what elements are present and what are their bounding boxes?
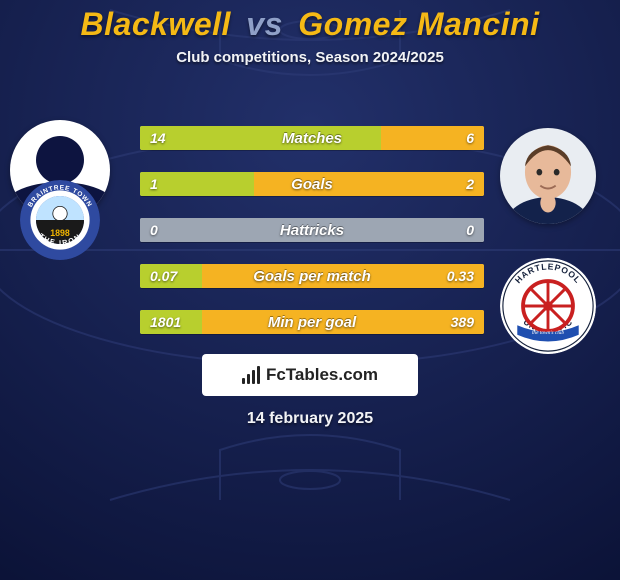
- stat-left-fill: [140, 172, 254, 196]
- stat-row: Matches146: [140, 126, 484, 150]
- stat-row: Hattricks00: [140, 218, 484, 242]
- stat-left-fill: [140, 310, 202, 334]
- stat-right-fill: [202, 310, 484, 334]
- stat-right-fill: [381, 126, 484, 150]
- player-avatar-right: [500, 128, 596, 224]
- title-vs: vs: [246, 6, 283, 42]
- title-left: Blackwell: [81, 6, 231, 42]
- stat-right-fill: [202, 264, 484, 288]
- brand-box: FcTables.com: [202, 354, 418, 396]
- stat-mid-fill: [140, 218, 484, 242]
- page-title: Blackwell vs Gomez Mancini: [0, 0, 620, 43]
- svg-text:the town's club: the town's club: [532, 330, 564, 336]
- stat-rows: Matches146 Goals12 Hattricks00 Goals per ma…: [140, 126, 484, 356]
- stat-row: Min per goal1801389: [140, 310, 484, 334]
- stat-row: Goals per match0.070.33: [140, 264, 484, 288]
- club-crest-right: HARTLEPOOL UNITED F.C the town's club: [500, 258, 596, 354]
- stat-left-fill: [140, 126, 381, 150]
- svg-text:1898: 1898: [50, 228, 70, 238]
- stat-left-fill: [140, 264, 202, 288]
- brand-text: FcTables.com: [266, 365, 378, 385]
- title-right: Gomez Mancini: [298, 6, 539, 42]
- subtitle: Club competitions, Season 2024/2025: [0, 49, 620, 66]
- brand-bars-icon: [242, 366, 260, 384]
- stat-row: Goals12: [140, 172, 484, 196]
- club-crest-left: 1898 BRAINTREE TOWN THE IRON: [20, 180, 100, 260]
- date-text: 14 february 2025: [0, 410, 620, 428]
- stat-right-fill: [254, 172, 484, 196]
